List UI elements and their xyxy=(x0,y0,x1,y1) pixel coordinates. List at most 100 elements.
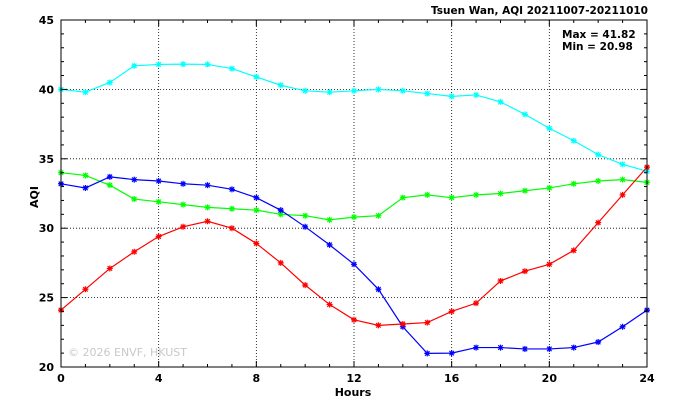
data-point xyxy=(448,308,455,315)
data-point xyxy=(521,111,528,118)
data-point xyxy=(106,79,113,86)
y-tick-labels: 20 25 30 35 40 45 xyxy=(39,14,55,374)
data-point xyxy=(399,194,406,201)
max-value-label: Max = 41.82 xyxy=(562,29,636,41)
data-point xyxy=(570,247,577,254)
data-point xyxy=(619,161,626,168)
series-layer xyxy=(58,61,650,357)
data-point xyxy=(497,190,504,197)
data-point xyxy=(277,82,284,89)
x-tick-label: 0 xyxy=(57,372,65,385)
data-point xyxy=(546,184,553,191)
data-point xyxy=(106,265,113,272)
data-point xyxy=(228,65,235,72)
axes xyxy=(60,19,648,368)
data-point xyxy=(326,216,333,223)
data-point xyxy=(253,194,260,201)
data-point xyxy=(595,178,602,185)
data-point xyxy=(546,345,553,352)
data-point xyxy=(155,233,162,240)
data-point xyxy=(131,248,138,255)
data-point xyxy=(448,194,455,201)
x-tick-label: 24 xyxy=(639,372,655,385)
data-point xyxy=(570,137,577,144)
data-point xyxy=(155,61,162,68)
data-point xyxy=(326,89,333,96)
data-point xyxy=(180,201,187,208)
data-point xyxy=(131,176,138,183)
chart-title: Tsuen Wan, AQI 20211007-20211010 xyxy=(431,5,648,17)
x-tick-label: 12 xyxy=(346,372,361,385)
data-point xyxy=(155,178,162,185)
data-point xyxy=(204,61,211,68)
watermark-layer: © 2026 ENVF, HKUST xyxy=(68,346,187,359)
data-point xyxy=(82,286,89,293)
data-point xyxy=(228,205,235,212)
data-point xyxy=(351,87,357,94)
data-point xyxy=(180,180,187,187)
data-point xyxy=(375,86,382,93)
data-point xyxy=(351,214,357,221)
data-point xyxy=(326,301,333,308)
y-tick-label: 20 xyxy=(39,361,55,374)
data-point xyxy=(399,320,406,327)
data-point xyxy=(204,182,211,189)
x-tick-label: 8 xyxy=(253,372,261,385)
data-point xyxy=(497,277,504,284)
data-point xyxy=(253,240,260,247)
data-point xyxy=(473,300,480,307)
data-point xyxy=(424,350,431,357)
data-point xyxy=(131,196,138,203)
x-tick-label: 4 xyxy=(155,372,163,385)
x-tick-labels: 0 4 8 12 16 20 24 xyxy=(57,372,655,385)
data-point xyxy=(521,268,528,275)
data-point xyxy=(473,191,480,198)
data-point xyxy=(204,218,211,225)
data-point xyxy=(106,182,113,189)
data-point xyxy=(253,207,260,214)
data-point xyxy=(351,261,357,268)
data-point xyxy=(473,91,480,98)
data-point xyxy=(546,261,553,268)
data-point xyxy=(302,223,309,230)
data-point xyxy=(106,173,113,180)
data-point xyxy=(82,89,89,96)
data-point xyxy=(375,286,382,293)
data-point xyxy=(546,125,553,132)
data-point xyxy=(375,212,382,219)
x-axis-title: Hours xyxy=(335,386,372,399)
data-point xyxy=(82,184,89,191)
y-tick-label: 45 xyxy=(39,14,54,27)
data-point xyxy=(570,344,577,351)
data-point xyxy=(521,187,528,194)
data-point xyxy=(228,225,235,232)
data-point xyxy=(228,186,235,193)
data-point xyxy=(497,98,504,105)
data-point xyxy=(302,87,309,94)
data-point xyxy=(448,93,455,100)
data-point xyxy=(399,87,406,94)
watermark-text: © 2026 ENVF, HKUST xyxy=(68,346,187,359)
data-point xyxy=(326,241,333,248)
data-point xyxy=(375,322,382,329)
data-point xyxy=(424,90,431,97)
x-tick-label: 16 xyxy=(444,372,460,385)
data-point xyxy=(155,198,162,205)
data-point xyxy=(473,344,480,351)
data-point xyxy=(351,316,357,323)
data-point xyxy=(277,211,284,218)
y-tick-label: 40 xyxy=(39,83,55,96)
y-tick-label: 35 xyxy=(39,153,54,166)
data-point xyxy=(424,319,431,326)
y-tick-label: 30 xyxy=(39,222,55,235)
data-point xyxy=(448,350,455,357)
data-point xyxy=(180,61,187,68)
data-point xyxy=(595,339,602,346)
data-point xyxy=(277,207,284,214)
data-point xyxy=(595,151,602,158)
data-point xyxy=(302,282,309,289)
data-point xyxy=(253,73,260,80)
data-point xyxy=(277,259,284,266)
